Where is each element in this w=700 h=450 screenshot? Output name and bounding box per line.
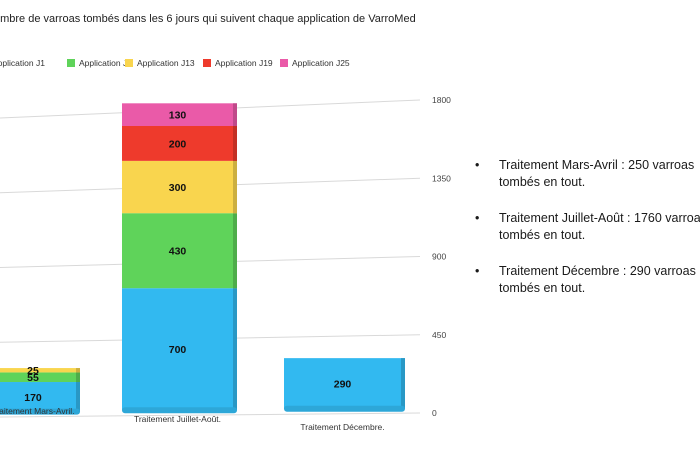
bar-segment-edge [233, 125, 237, 161]
bar-segment-edge [233, 213, 237, 289]
bar-segment-edge [76, 382, 80, 412]
data-label: 170 [24, 392, 42, 404]
note-item: • Traitement Décembre : 290 varroas tomb… [473, 263, 700, 297]
gridline [0, 412, 421, 418]
data-label: 700 [169, 344, 187, 356]
bar-segment [0, 368, 80, 373]
bar-segment-edge [76, 372, 80, 383]
bar-base [122, 407, 237, 414]
bar-base [284, 405, 405, 412]
legend-item: Application J19 [203, 58, 273, 68]
legend-label: Application J1 [0, 58, 45, 68]
bar-segment [122, 288, 237, 411]
x-tick-label: Traitement Mars-Avril. [0, 406, 75, 416]
y-tick-label: 450 [432, 330, 446, 340]
bar-segment [122, 160, 237, 214]
bar-segment [122, 213, 237, 289]
bullet-icon: • [475, 158, 480, 172]
legend-item: Application J1 [0, 58, 45, 68]
x-tick-label: Traitement Décembre. [300, 422, 384, 432]
data-label: 300 [169, 182, 187, 194]
data-label: 430 [169, 246, 187, 258]
legend-label: Application J7 [79, 58, 132, 68]
legend-label: Application J19 [215, 58, 273, 68]
data-label: 200 [169, 138, 187, 150]
bullet-icon: • [475, 211, 480, 225]
legend-item: Application J7 [67, 58, 132, 68]
legend-swatch [125, 59, 133, 67]
notes-panel: • Traitement Mars-Avril : 250 varroas to… [473, 157, 700, 316]
y-tick-label: 1350 [432, 173, 451, 183]
bar-segment-edge [401, 358, 405, 409]
chart-title: ombre de varroas tombés dans les 6 jours… [0, 13, 416, 25]
note-item: • Traitement Juillet-Août : 1760 varroas… [473, 210, 700, 244]
bar-segment [122, 103, 237, 126]
legend-item: Application J25 [280, 58, 350, 68]
bar-base [0, 408, 80, 415]
legend-swatch [203, 59, 211, 67]
x-tick-label: Traitement Juillet-Août. [134, 414, 221, 424]
legend-swatch [280, 59, 288, 67]
bar-segment [284, 358, 405, 409]
y-tick-label: 0 [432, 408, 437, 418]
note-text: Traitement Juillet-Août : 1760 varroas t… [499, 211, 700, 242]
y-tick-label: 1800 [432, 95, 451, 105]
data-label: 290 [334, 378, 352, 390]
bar-segment-edge [233, 103, 237, 126]
bar-segment [122, 125, 237, 161]
legend-label: Application J13 [137, 58, 195, 68]
y-tick-label: 900 [432, 252, 446, 262]
bar-segment-edge [76, 368, 80, 373]
chart-legend: Application J1 Application J7 Application … [0, 58, 460, 72]
bar-segment-edge [233, 288, 237, 411]
bar-segment-edge [233, 160, 237, 214]
legend-item: Application J13 [125, 58, 195, 68]
note-text: Traitement Décembre : 290 varroas tombés… [499, 264, 696, 295]
bar-segment [0, 382, 80, 412]
legend-label: Application J25 [292, 58, 350, 68]
data-label: 55 [27, 372, 39, 384]
bullet-icon: • [475, 264, 480, 278]
legend-swatch [67, 59, 75, 67]
bar-segment [0, 372, 80, 383]
data-label: 25 [27, 365, 39, 377]
note-item: • Traitement Mars-Avril : 250 varroas to… [473, 157, 700, 191]
note-text: Traitement Mars-Avril : 250 varroas tomb… [499, 158, 695, 189]
data-label: 130 [169, 110, 187, 122]
